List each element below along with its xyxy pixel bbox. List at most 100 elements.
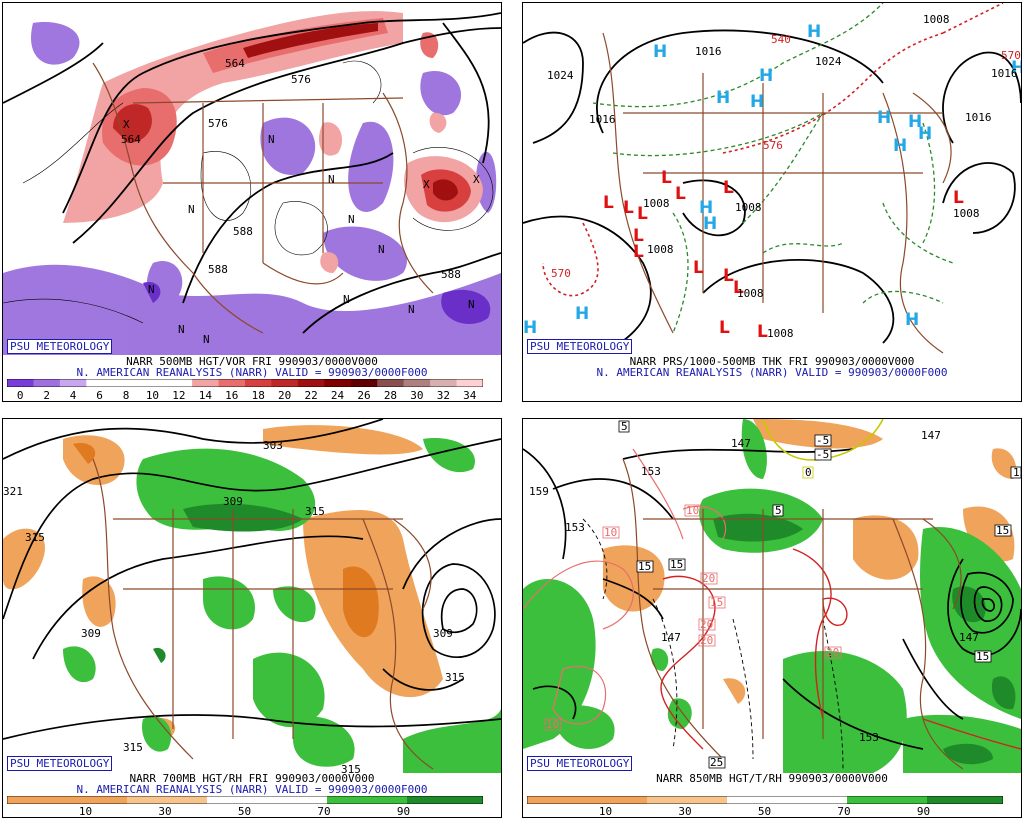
colorbar-tick: 18: [251, 389, 265, 402]
svg-text:L: L: [757, 322, 768, 342]
temp-label: 5: [775, 504, 782, 517]
contour-label: 315: [123, 741, 143, 754]
vorticity-map: N N N N N N N N N N N X X X 564 564 576 576 588 5…: [3, 11, 501, 355]
colorbar-tick: 8: [122, 389, 130, 402]
isobar-label: 1024: [815, 55, 842, 68]
colorbar-segment: [192, 379, 220, 387]
panel-title: NARR 500MB HGT/VOR FRI 990903/0000V000: [126, 355, 378, 368]
svg-text:H: H: [905, 310, 919, 330]
contour-label: 309: [433, 627, 453, 640]
colorbar-tick: 90: [916, 805, 931, 818]
contour-label: 588: [233, 225, 253, 238]
source-line: N. AMERICAN REANALYSIS (NARR) VALID = 99…: [596, 366, 948, 379]
colorbar-tick: 10: [598, 805, 613, 818]
temp-label: 10: [686, 504, 699, 517]
panel-700mb-hgt-rh: 303 309 315 315 309 309 315 315 315 321 …: [2, 418, 502, 818]
svg-text:H: H: [575, 304, 589, 324]
svg-text:N: N: [408, 303, 415, 316]
colorbar-tick: 50: [237, 805, 252, 818]
rh-colorbar: [527, 796, 1003, 804]
colorbar-tick: 10: [145, 389, 160, 402]
svg-text:L: L: [723, 178, 734, 198]
svg-text:N: N: [203, 333, 210, 346]
panel-500mb-hgt-vor: N N N N N N N N N N N X X X 564 564 576 576 588 5…: [2, 2, 502, 402]
temp-label: 20: [700, 634, 713, 647]
temp-label: 15: [710, 596, 723, 609]
svg-text:H: H: [750, 92, 764, 112]
dry-areas: [603, 419, 1017, 704]
colorbar-tick: 10: [78, 805, 93, 818]
vorticity-markers: N N N N N N N N N N N X X X: [123, 118, 480, 346]
svg-text:H: H: [523, 318, 537, 338]
svg-text:H: H: [877, 108, 891, 128]
svg-text:H: H: [716, 88, 730, 108]
svg-text:N: N: [148, 283, 155, 296]
colorbar-tick: 70: [317, 805, 331, 818]
isobar-label: 1024: [547, 69, 574, 82]
very-dry-areas: [73, 443, 379, 638]
thickness-label: 576: [763, 139, 783, 152]
isobar-labels: 1024 1016 1016 1024 1016 1008 1008 1008 …: [547, 13, 1018, 340]
svg-text:X: X: [423, 178, 430, 191]
temp-label: 15: [976, 650, 989, 663]
svg-text:N: N: [188, 203, 195, 216]
pressure-thickness-map: HHH HHH HHH HHH HHH LLL LLL LLL LLL LL 1…: [523, 3, 1021, 354]
temp-label: 15: [996, 524, 1009, 537]
psu-meteorology-label: PSU METEOROLOGY: [7, 756, 113, 771]
map-borders: [92, 458, 434, 770]
colorbar-segment: [59, 379, 87, 387]
svg-text:L: L: [633, 226, 644, 246]
psu-meteorology-label: PSU METEOROLOGY: [527, 756, 633, 771]
contour-label: 576: [291, 73, 311, 86]
svg-text:L: L: [661, 168, 672, 188]
colorbar-tick: 30: [158, 805, 172, 818]
panel-title: NARR PRS/1000-500MB THK FRI 990903/0000V…: [629, 355, 915, 368]
svg-text:H: H: [807, 22, 821, 42]
colorbar-segment: [430, 379, 458, 387]
colorbar-tick: 26: [357, 389, 371, 402]
temp-label: 15: [1013, 466, 1021, 479]
colorbar-tick: 6: [96, 389, 103, 402]
colorbar-segment: [403, 379, 431, 387]
svg-text:H: H: [759, 66, 773, 86]
svg-text:H: H: [1011, 58, 1021, 78]
isobar-label: 1016: [965, 111, 992, 124]
svg-text:N: N: [378, 243, 385, 256]
isobar-label: 1016: [695, 45, 722, 58]
isobar-label: 1008: [953, 207, 980, 220]
colorbar-tick: 32: [436, 389, 450, 402]
temperature-warm-contours: [523, 448, 727, 725]
colorbar-tick: 4: [69, 389, 77, 402]
colorbar-tick: 20: [278, 389, 292, 402]
isobar-label: 1008: [923, 13, 950, 26]
temp-label: 25: [710, 756, 723, 769]
map-borders: [92, 62, 434, 334]
height-label: 147: [921, 429, 941, 442]
colorbar-tick: 24: [330, 389, 345, 402]
colorbar-tick: 50: [757, 805, 772, 818]
temperature-labels: 5 -5 -5 5 15 15 15 15 25 15 10 10 20 20 …: [544, 420, 1021, 769]
isobar-label: 1008: [643, 197, 670, 210]
contour-label: 315: [305, 505, 325, 518]
isobar-label: 1008: [735, 201, 762, 214]
svg-text:N: N: [348, 213, 355, 226]
contour-label: 309: [81, 627, 101, 640]
psu-meteorology-label: PSU METEOROLOGY: [7, 339, 113, 354]
positive-vorticity-areas: [63, 11, 483, 273]
height-label: 153: [859, 731, 879, 744]
isobars: [523, 29, 1021, 354]
humidity-temp-map-850mb: 147 153 159 153 147 147 153 147: [523, 419, 1021, 773]
svg-text:L: L: [953, 188, 964, 208]
temperature-contours: [582, 518, 844, 770]
map-borders: [622, 458, 964, 770]
thickness-labels: 540 570 570 576: [551, 33, 1021, 280]
svg-text:L: L: [733, 278, 744, 298]
contour-label: 576: [208, 117, 228, 130]
height-labels-850mb: 147 153 159 153 147 147 153 147: [529, 429, 979, 744]
contour-label: 315: [445, 671, 465, 684]
isobar-label: 1008: [647, 243, 674, 256]
contour-label: 588: [441, 268, 461, 281]
svg-text:H: H: [908, 112, 922, 132]
svg-text:L: L: [603, 193, 614, 213]
